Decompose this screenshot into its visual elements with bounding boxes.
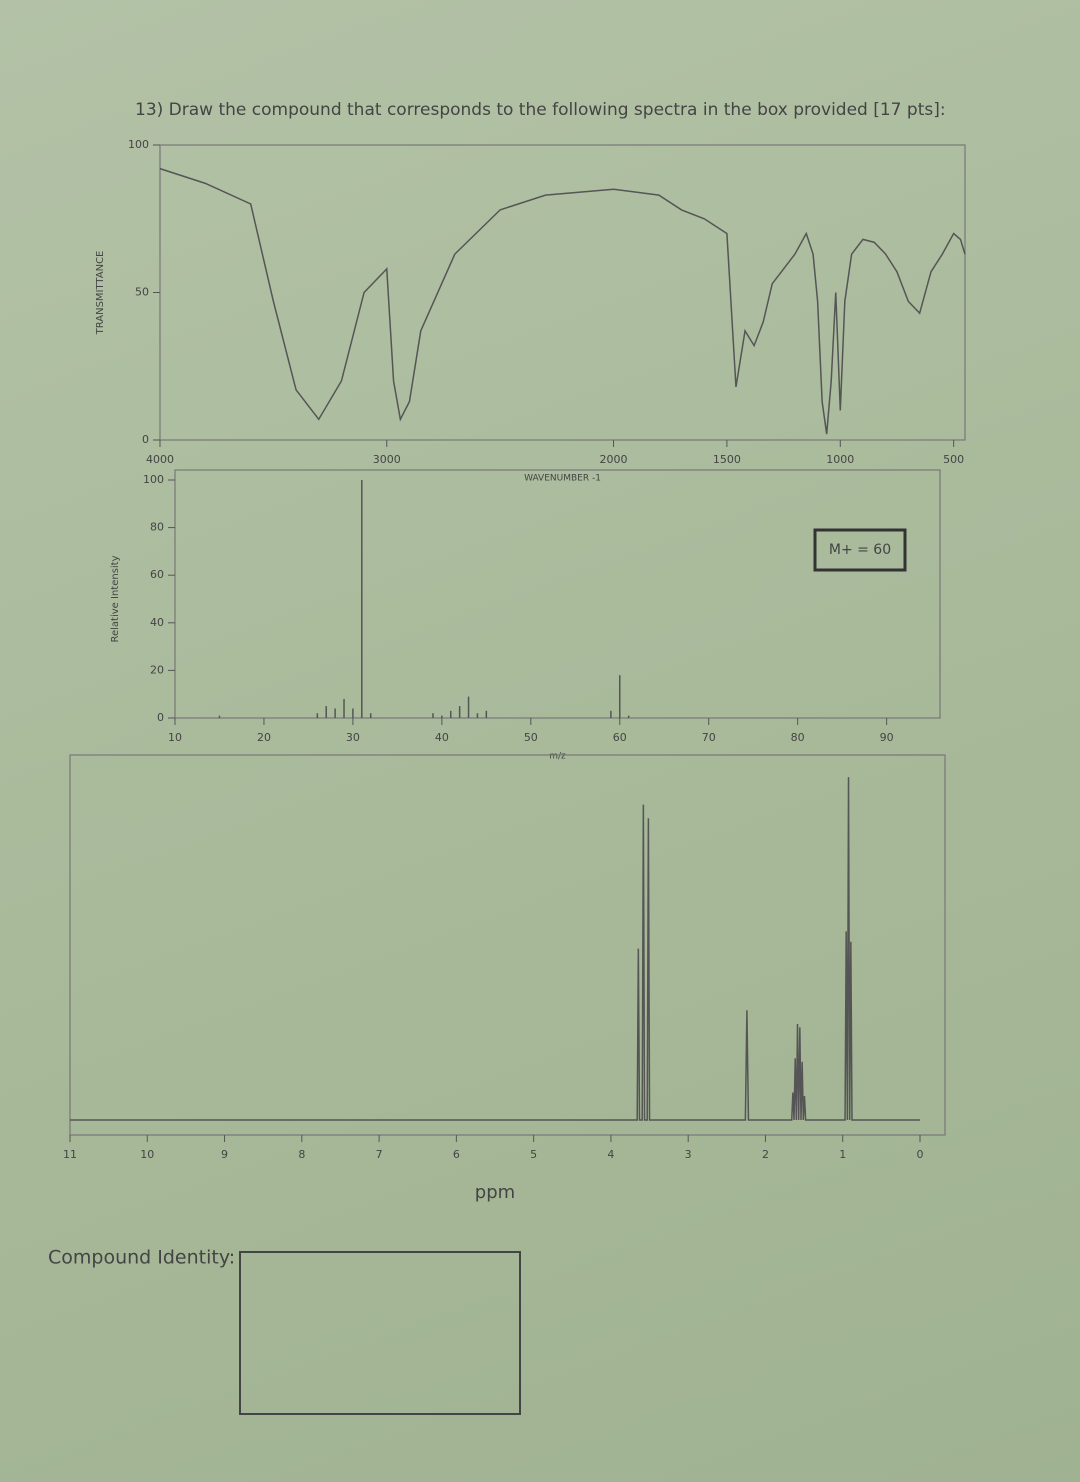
plot-frame (174, 469, 941, 719)
x-tick-label: 2 (762, 1148, 769, 1161)
x-tick-label: 5 (530, 1148, 537, 1161)
plot-frame (69, 754, 946, 1136)
x-tick-label: 0 (917, 1148, 924, 1161)
x-tick-label: 3 (685, 1148, 692, 1161)
annotation: M+ = 60 (829, 542, 891, 558)
y-tick-label: 100 (143, 473, 164, 486)
x-tick-label: 90 (880, 731, 894, 744)
x-tick-label: 10 (168, 731, 182, 744)
x-tick-label: 3000 (373, 453, 401, 466)
x-tick-label: 1500 (713, 453, 741, 466)
y-tick-label: 80 (150, 521, 164, 534)
spectrum-line (70, 777, 920, 1121)
x-tick-label: 1000 (826, 453, 854, 466)
spectrum-line (159, 167, 966, 435)
y-tick-label: 40 (150, 616, 164, 629)
y-tick-label: 0 (157, 711, 164, 724)
x-tick-label: 70 (702, 731, 716, 744)
x-tick-label: 4000 (146, 453, 174, 466)
x-tick-label: 4 (607, 1148, 614, 1161)
x-tick-label: 500 (943, 453, 964, 466)
x-tick-label: 40 (435, 731, 449, 744)
x-tick-label: 2000 (600, 453, 628, 466)
x-tick-label: 60 (613, 731, 627, 744)
answer-box (239, 1251, 521, 1415)
x-tick-label: 30 (346, 731, 360, 744)
answer-label: Compound Identity: (48, 1247, 235, 1269)
y-tick-label: 60 (150, 568, 164, 581)
x-tick-label: 7 (376, 1148, 383, 1161)
y-axis-label: TRANSMITTANCE (95, 251, 106, 336)
y-axis-label: Relative Intensity (110, 555, 121, 642)
x-axis-label: ppm (475, 1182, 515, 1203)
y-tick-label: 20 (150, 663, 164, 676)
y-tick-label: 100 (128, 138, 149, 151)
x-tick-label: 10 (140, 1148, 154, 1161)
x-axis-label: m/z (549, 752, 566, 762)
question: 13) Draw the compound that corresponds t… (135, 100, 946, 120)
x-tick-label: 1 (839, 1148, 846, 1161)
y-tick-label: 50 (135, 286, 149, 299)
y-tick-label: 0 (142, 433, 149, 446)
x-tick-label: 11 (63, 1148, 77, 1161)
plot-frame (159, 144, 966, 441)
x-tick-label: 20 (257, 731, 271, 744)
x-tick-label: 50 (524, 731, 538, 744)
x-tick-label: 9 (221, 1148, 228, 1161)
x-axis-label: WAVENUMBER -1 (524, 474, 601, 484)
annotation-box (813, 528, 907, 572)
x-tick-label: 8 (298, 1148, 305, 1161)
x-tick-label: 80 (791, 731, 805, 744)
x-tick-label: 6 (453, 1148, 460, 1161)
